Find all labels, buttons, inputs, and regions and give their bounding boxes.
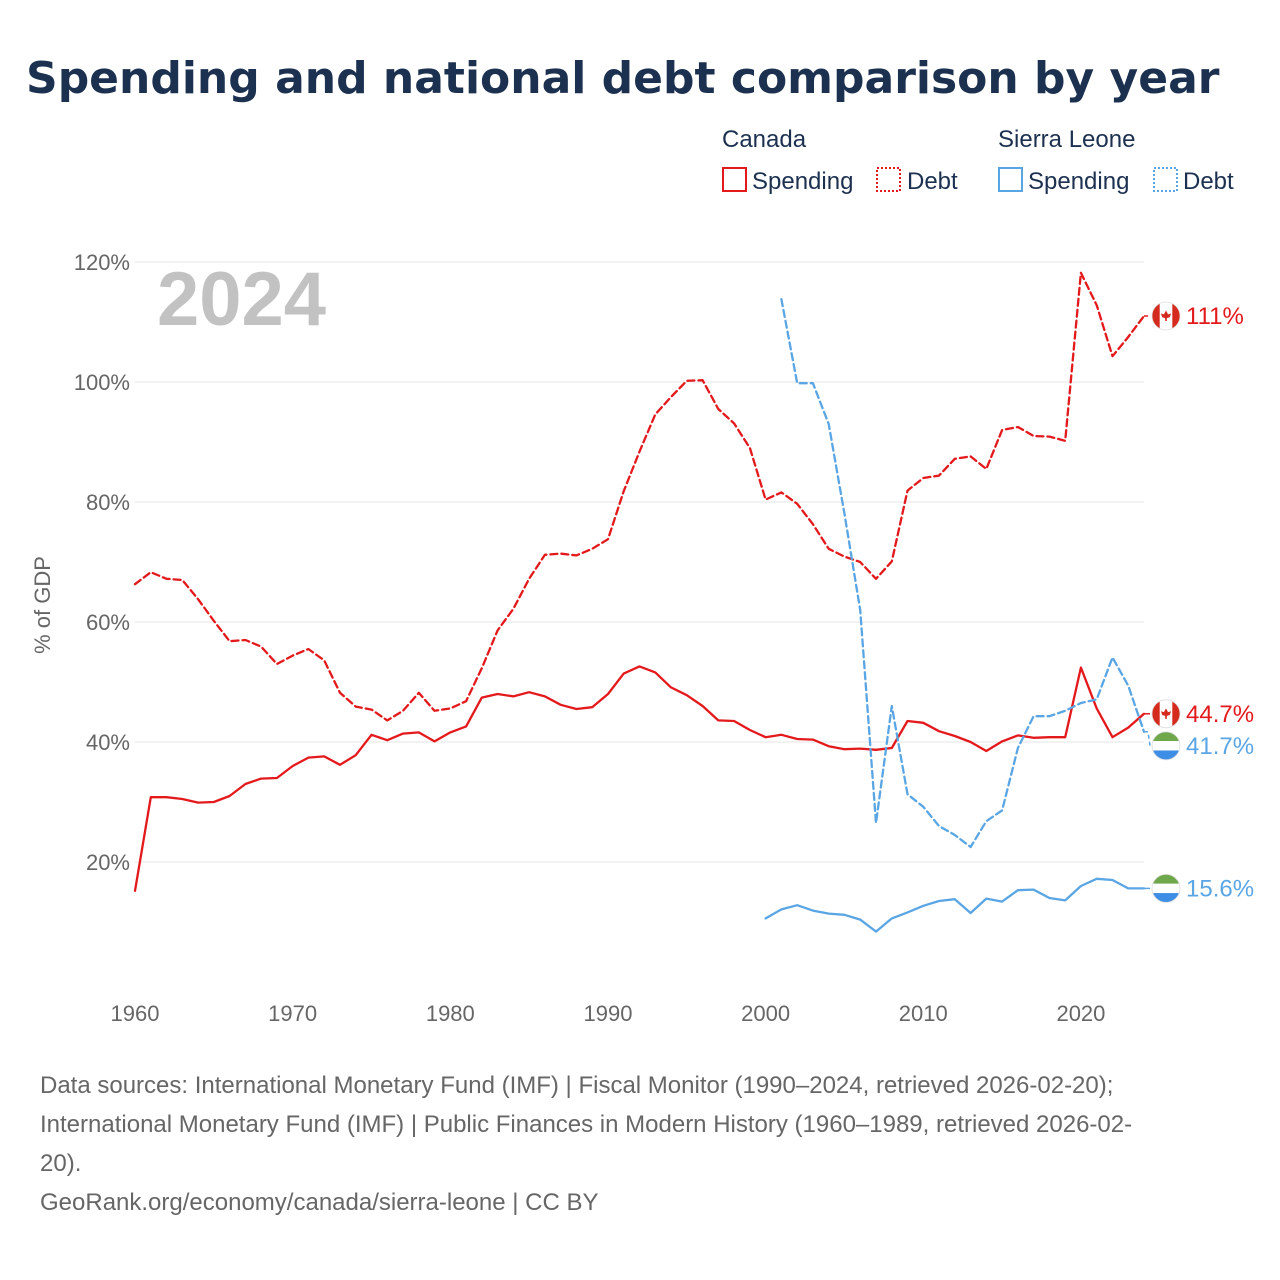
end-label-sierra-leone-debt: 41.7%: [1144, 731, 1254, 761]
series-line-sierra-leone-spending[interactable]: [764, 877, 1146, 933]
source-credit[interactable]: GeoRank.org/economy/canada/sierra-leone …: [40, 1189, 599, 1216]
gridlines: [135, 261, 1144, 863]
year-watermark: 2024: [157, 257, 326, 342]
end-label-value: 15.6%: [1186, 875, 1254, 902]
legend-label-sierra-leone-spending[interactable]: Spending: [1028, 168, 1129, 195]
end-label-sierra-leone-spending: 15.6%: [1144, 874, 1254, 903]
y-tick-label: 120%: [74, 250, 130, 275]
y-tick-label: 100%: [74, 370, 130, 395]
x-tick-label: 1980: [426, 1001, 475, 1026]
flag-ring: [1151, 301, 1181, 331]
legend: Canada Spending Debt Sierra Leone Spendi…: [722, 126, 1234, 195]
x-tick-label: 1970: [268, 1001, 317, 1026]
x-tick-label: 1990: [583, 1001, 632, 1026]
canada-flag-icon: [1152, 302, 1180, 330]
legend-label-sierra-leone-debt[interactable]: Debt: [1183, 168, 1234, 195]
source-line-1: Data sources: International Monetary Fun…: [40, 1072, 1113, 1099]
source-line-2: International Monetary Fund (IMF) | Publ…: [40, 1111, 1132, 1138]
y-axis-title: % of GDP: [30, 556, 55, 654]
sierra-leone-flag-icon: [1152, 731, 1180, 760]
flag-ring: [1151, 874, 1181, 903]
y-tick-label: 20%: [86, 850, 130, 875]
legend-label-canada-debt[interactable]: Debt: [907, 168, 958, 195]
end-label-value: 44.7%: [1186, 701, 1254, 728]
canada-flag-icon: [1152, 699, 1180, 728]
series-line-sierra-leone-debt[interactable]: [780, 298, 1146, 849]
flag-ring: [1151, 699, 1181, 729]
flag-ring: [1151, 731, 1181, 761]
end-label-canada-spending: 44.7%: [1144, 699, 1254, 729]
sierra-leone-flag-icon: [1152, 874, 1180, 903]
end-label-connector: [1144, 731, 1151, 746]
end-label-value: 41.7%: [1186, 733, 1254, 760]
end-labels: 111% 44.7% 41.7% 15.6%: [1144, 301, 1254, 903]
end-label-value: 111%: [1186, 303, 1244, 330]
x-tick-label: 2020: [1056, 1001, 1105, 1026]
x-tick-label: 2010: [899, 1001, 948, 1026]
y-axis-ticks: 20% 40% 60% 80% 100% 120%: [74, 250, 130, 875]
source-line-3: 20).: [40, 1150, 81, 1177]
x-tick-label: 1960: [111, 1001, 160, 1026]
legend-swatch-canada-spending: [722, 167, 747, 192]
legend-swatch-sierra-leone-debt: [1153, 167, 1178, 192]
y-tick-label: 60%: [86, 610, 130, 635]
chart-title: Spending and national debt comparison by…: [26, 53, 1220, 104]
x-tick-label: 2000: [741, 1001, 790, 1026]
legend-swatch-canada-debt: [876, 167, 901, 192]
x-axis-ticks: 1960 1970 1980 1990 2000 2010 2020: [111, 1001, 1106, 1026]
y-tick-label: 40%: [86, 730, 130, 755]
series-lines: [133, 271, 1146, 933]
legend-group-sierra-leone: Sierra Leone: [998, 126, 1135, 153]
y-tick-label: 80%: [86, 490, 130, 515]
source-notes: Data sources: International Monetary Fun…: [40, 1072, 1132, 1216]
series-line-canada-debt[interactable]: [133, 271, 1146, 722]
legend-label-canada-spending[interactable]: Spending: [752, 168, 853, 195]
legend-group-canada: Canada: [722, 126, 807, 153]
legend-swatch-sierra-leone-spending: [998, 167, 1023, 192]
series-line-canada-spending[interactable]: [133, 665, 1146, 892]
end-label-canada-debt: 111%: [1144, 301, 1244, 331]
